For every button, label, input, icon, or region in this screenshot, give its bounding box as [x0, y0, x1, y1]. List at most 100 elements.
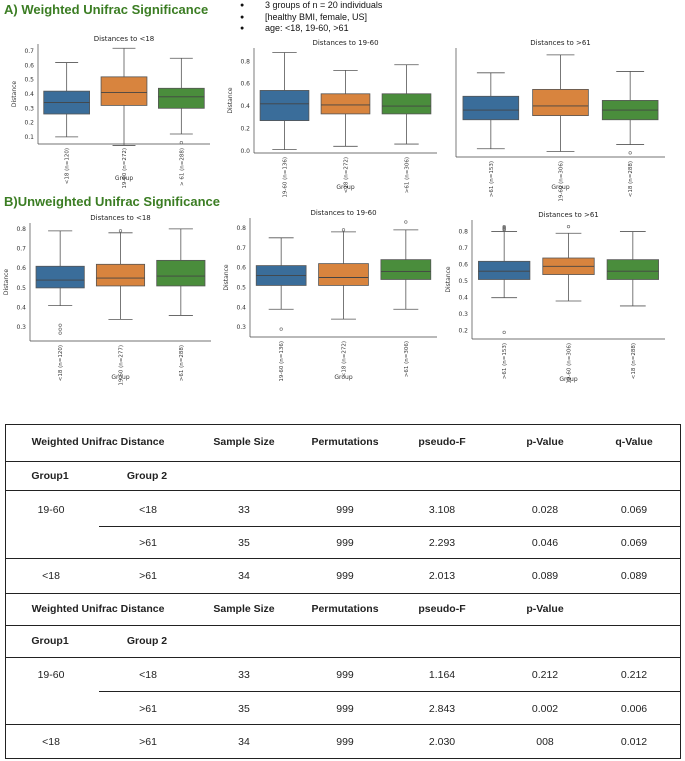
- y-tick-label: 0.6: [236, 265, 246, 272]
- table-divider: [6, 593, 680, 594]
- outlier-point: [502, 330, 506, 334]
- y-tick-label: 0.5: [16, 285, 26, 292]
- x-tick-label: <18 (n=120): [58, 345, 64, 381]
- note-item: age: <18, 19-60, >61: [240, 23, 382, 35]
- x-axis-label: Group: [336, 184, 354, 191]
- y-tick-label: 0.4: [16, 305, 26, 312]
- table1-cell: <18: [42, 570, 60, 582]
- x-axis-label: Group: [334, 374, 352, 381]
- table1-cell: 0.069: [620, 537, 648, 549]
- boxplot-a2: Distances to 19-60 0.0 0.2 0.4 0.6 0.8 Distanc…: [227, 39, 437, 198]
- outlier-point: [566, 225, 571, 229]
- table1-header: q-Value: [615, 436, 653, 448]
- table1-cell: 2.293: [428, 537, 456, 549]
- table2-header: p-Value: [526, 603, 564, 615]
- x-tick-label: 19-60 (n=306): [559, 161, 565, 202]
- boxplot-b3: Distances to >61 0.2 0.3 0.4 0.5 0.6 0.7 0.8 Dis…: [445, 211, 665, 384]
- outlier-point: [279, 327, 283, 331]
- table1-cell: 0.069: [620, 504, 648, 516]
- table2-cell: >61: [139, 736, 157, 748]
- x-tick-label: >61 (n=153): [489, 161, 495, 197]
- y-tick-label: 0.8: [16, 226, 26, 233]
- y-tick-label: 0.6: [240, 81, 250, 88]
- y-axis-label: Distance: [3, 269, 10, 296]
- outlier-point: [58, 327, 62, 331]
- outlier-point: [179, 140, 183, 145]
- table2-group-header: Group1: [31, 635, 69, 647]
- y-tick-label: 0.2: [24, 120, 34, 127]
- stats-table: Weighted Unifrac Distance Sample Size Pe…: [5, 424, 681, 759]
- table2-header: Permutations: [311, 603, 379, 615]
- table2-group-header: Group 2: [126, 635, 168, 647]
- y-tick-label: 0.3: [236, 324, 246, 331]
- box: [157, 87, 205, 109]
- box: [259, 90, 310, 122]
- table2-cell: 2.843: [428, 703, 456, 715]
- box: [381, 93, 432, 115]
- x-tick-label: 19-60 (n=277): [119, 345, 125, 386]
- x-axis-label: Group: [111, 374, 129, 381]
- table2-cell: <18: [42, 736, 60, 748]
- x-tick-label: <18 (n=272): [344, 157, 350, 193]
- chart-title: Distances to <18: [94, 35, 155, 43]
- box: [478, 260, 531, 280]
- box: [532, 88, 589, 117]
- y-tick-label: 0.4: [24, 91, 34, 98]
- y-tick-label: 0.7: [236, 245, 246, 252]
- table1-cell: <18: [139, 504, 157, 516]
- outlier-point: [404, 220, 408, 224]
- y-tick-label: 0.8: [236, 225, 246, 232]
- table2-header: pseudo-F: [418, 603, 466, 615]
- table1-header: p-Value: [526, 436, 564, 448]
- table1-group-header: Group 2: [126, 470, 168, 482]
- x-tick-label: > 61 (n=288): [179, 148, 185, 186]
- y-tick-label: 0.6: [458, 262, 468, 269]
- table-divider: [6, 490, 680, 491]
- chart-title: Distances to >61: [538, 211, 599, 219]
- y-tick-label: 0.5: [458, 278, 468, 285]
- section-b-title: B)Unweighted Unifrac Significance: [4, 194, 220, 209]
- x-tick-label: >61 (n=288): [179, 345, 185, 381]
- table-divider: [6, 724, 680, 725]
- x-tick-label: <18 (n=272): [342, 341, 348, 377]
- y-tick-label: 0.5: [24, 77, 34, 84]
- table2-cell: 33: [238, 669, 250, 681]
- table1-cell: >61: [139, 537, 157, 549]
- outlier-point: [341, 228, 346, 232]
- table2-cell: 34: [238, 736, 250, 748]
- y-axis-label: Distance: [445, 266, 452, 293]
- table1-cell: 999: [336, 570, 354, 582]
- x-tick-label: >61 (n=306): [404, 341, 410, 377]
- table-divider: [6, 461, 680, 462]
- table1-cell: >61: [139, 570, 157, 582]
- y-tick-label: 0.1: [24, 134, 34, 141]
- box: [35, 265, 85, 289]
- chart-title: Distances to 19-60: [312, 39, 378, 47]
- table2-cell: >61: [139, 703, 157, 715]
- table2-cell: 008: [536, 736, 554, 748]
- table2-cell: 35: [238, 703, 250, 715]
- table1-cell: 0.028: [531, 504, 559, 516]
- table2-cell: <18: [139, 669, 157, 681]
- x-tick-label: >61 (n=306): [405, 157, 411, 193]
- table-divider: [6, 558, 680, 559]
- table2-header: Sample Size: [213, 603, 275, 615]
- table2-cell: 1.164: [428, 669, 456, 681]
- y-axis-label: Distance: [11, 81, 18, 108]
- table1-cell: 3.108: [428, 504, 456, 516]
- outlier-point: [502, 225, 506, 229]
- table1-cell: 19-60: [37, 504, 65, 516]
- y-tick-label: 0.3: [458, 311, 468, 318]
- section-a-title: A) Weighted Unifrac Significance: [4, 2, 209, 17]
- y-tick-label: 0.7: [24, 48, 34, 55]
- box: [156, 259, 206, 287]
- outlier-point: [58, 323, 62, 327]
- y-axis-label: Distance: [227, 87, 234, 114]
- boxplot-a1: Distances to <18 0.1 0.2 0.3 0.4 0.5 0.6 0.7 Dis…: [11, 35, 210, 189]
- table1-header: Permutations: [311, 436, 379, 448]
- x-tick-label: 19-60 (n=136): [283, 157, 289, 198]
- x-axis-label: Group: [551, 184, 569, 191]
- note-item: [healthy BMI, female, US]: [240, 12, 382, 24]
- y-tick-label: 0.2: [240, 125, 250, 132]
- table2-cell: 999: [336, 703, 354, 715]
